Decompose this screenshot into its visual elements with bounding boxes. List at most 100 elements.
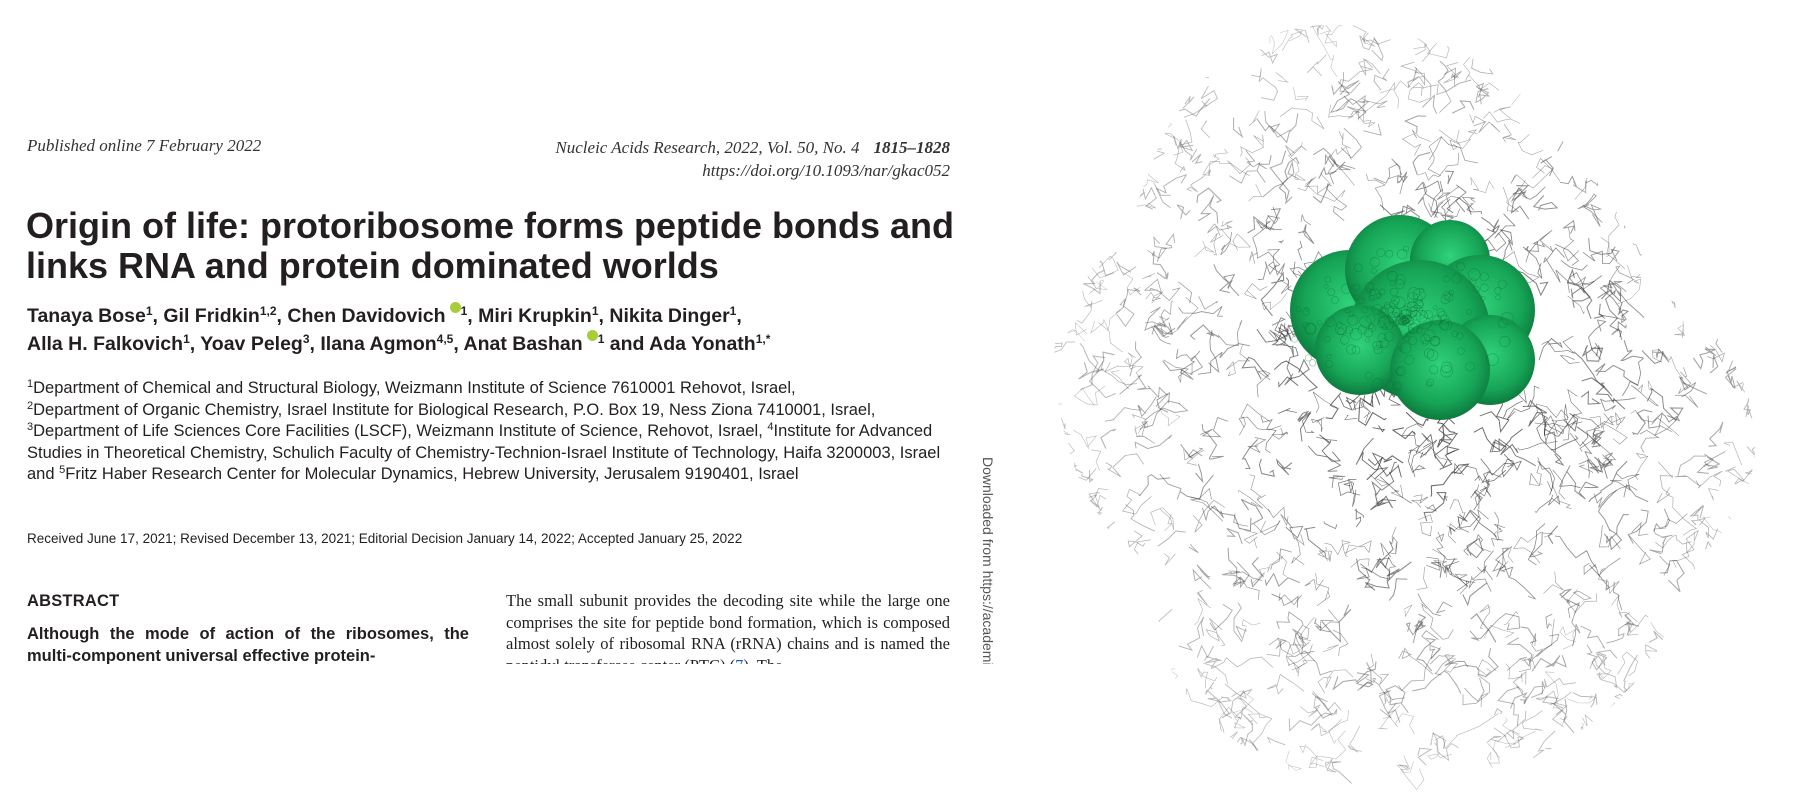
wire-strand (1582, 248, 1620, 265)
wire-strand (1075, 708, 1092, 736)
wire-strand (1427, 136, 1442, 176)
wire-strand (1699, 590, 1750, 619)
protoribosome-texture (1352, 283, 1360, 291)
author: Ada Yonath1,* (649, 333, 770, 355)
wire-strand (1532, 77, 1545, 89)
wire-strand (1536, 403, 1569, 419)
wire-strand (1299, 744, 1324, 769)
wire-strand (1109, 747, 1125, 761)
wire-strand (1164, 24, 1177, 61)
wire-strand (1331, 761, 1352, 784)
author: Alla H. Falkovich1 (27, 333, 190, 355)
wire-strand (1194, 240, 1215, 257)
orcid-icon[interactable] (449, 302, 461, 313)
wire-strand (1257, 155, 1272, 170)
wire-strand (1595, 440, 1617, 461)
wire-strand (1713, 131, 1724, 153)
wire-strand (1100, 361, 1138, 386)
wire-strand (1262, 160, 1299, 198)
wire-strand (1494, 511, 1500, 530)
protoribosome-texture (1444, 292, 1454, 302)
wire-strand (1194, 597, 1212, 626)
protoribosome-texture (1372, 340, 1382, 350)
wire-strand (1076, 238, 1105, 251)
wire-strand (1701, 676, 1716, 717)
wire-strand (1562, 227, 1580, 262)
wire-strand (1502, 717, 1536, 746)
wire-strand (1186, 449, 1205, 466)
wire-strand (1603, 514, 1629, 551)
download-watermark: Downloaded from https://academic.oup.com… (980, 457, 996, 664)
wire-strand (1153, 182, 1171, 196)
wire-strand (1558, 54, 1576, 86)
wire-strand (1470, 177, 1495, 193)
wire-strand (1581, 345, 1604, 362)
wire-strand (1506, 656, 1527, 671)
wire-strand (1552, 469, 1566, 500)
wire-strand (1092, 59, 1107, 78)
protoribosome-texture (1326, 353, 1332, 359)
wire-strand (1678, 367, 1692, 395)
wire-strand (1598, 452, 1614, 468)
wire-strand (1304, 578, 1324, 591)
wire-strand (1727, 271, 1743, 280)
protoribosome-texture (1334, 323, 1347, 336)
wire-strand (1430, 188, 1444, 219)
wire-strand (1652, 729, 1675, 753)
wire-strand (1399, 61, 1426, 87)
wire-strand (1417, 152, 1460, 181)
wire-strand (1197, 343, 1250, 375)
wire-strand (1247, 713, 1267, 724)
wire-strand (1240, 711, 1253, 725)
wire-strand (1358, 395, 1387, 427)
wire-strand (1380, 542, 1391, 558)
wire-strand (1256, 215, 1269, 231)
wire-strand (1449, 139, 1460, 151)
wire-strand (1653, 508, 1670, 532)
wire-strand (1513, 532, 1554, 564)
protoribosome-texture (1401, 314, 1412, 324)
wire-strand (1063, 171, 1078, 187)
orcid-icon[interactable] (586, 330, 598, 341)
wire-strand (1596, 673, 1643, 693)
wire-strand (1710, 217, 1734, 236)
wire-strand (1058, 195, 1075, 208)
wire-strand (1221, 220, 1233, 227)
reference-link[interactable]: 7 (735, 656, 743, 665)
wire-strand (1700, 683, 1720, 729)
protoribosome-texture (1399, 317, 1408, 326)
wire-strand (1127, 530, 1146, 548)
wire-strand (1224, 683, 1248, 719)
wire-strand (1271, 593, 1299, 608)
wire-strand (1517, 420, 1558, 451)
wire-strand (1479, 604, 1491, 629)
protoribosome-texture (1380, 307, 1387, 314)
protoribosome-texture (1396, 366, 1407, 377)
wire-strand (1551, 41, 1561, 82)
wire-strand (1714, 169, 1731, 186)
wire-strand (1162, 350, 1201, 380)
wire-strand (1095, 578, 1115, 605)
wire-strand (1432, 732, 1446, 749)
wire-strand (1463, 509, 1497, 538)
wire-strand (1728, 141, 1749, 161)
wire-strand (1470, 613, 1497, 643)
protoribosome-texture (1361, 306, 1369, 314)
wire-strand (1170, 767, 1189, 789)
wire-strand (1581, 714, 1622, 741)
wire-strand (1545, 613, 1553, 629)
wire-strand (1127, 710, 1142, 723)
doi-link[interactable]: https://doi.org/10.1093/nar/gkac052 (702, 161, 950, 180)
protoribosome-texture (1440, 365, 1453, 378)
wire-strand (1061, 490, 1081, 531)
author: Tanaya Bose1 (27, 305, 153, 327)
protoribosome-texture (1391, 295, 1400, 305)
protoribosome-texture (1295, 306, 1302, 312)
wire-strand (1126, 114, 1143, 142)
wire-strand (1457, 508, 1489, 533)
wire-strand (1532, 633, 1560, 660)
wire-strand (1544, 671, 1564, 709)
wire-strand (1738, 587, 1750, 605)
wire-strand (1266, 736, 1286, 746)
wire-strand (1529, 523, 1546, 558)
